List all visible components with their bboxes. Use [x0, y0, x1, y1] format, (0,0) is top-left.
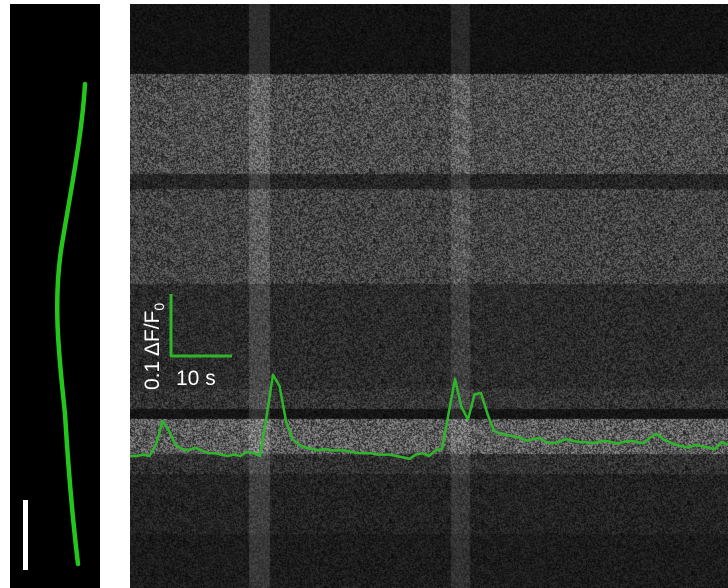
- cell-image-svg: [23, 81, 88, 570]
- cell-image-panel: [10, 4, 100, 588]
- time-scale-label: 10 s: [176, 367, 216, 390]
- fluorescence-trace: [130, 373, 728, 461]
- cell-outline: [54, 81, 88, 567]
- amplitude-scale-label: 0.1 ΔF/F0: [141, 302, 168, 390]
- kymograph-panel: 0.1 ΔF/F0 10 s: [130, 4, 728, 588]
- cell-scale-bar: [23, 500, 28, 570]
- kymograph-image: [130, 4, 728, 588]
- trace-overlay: [130, 294, 728, 461]
